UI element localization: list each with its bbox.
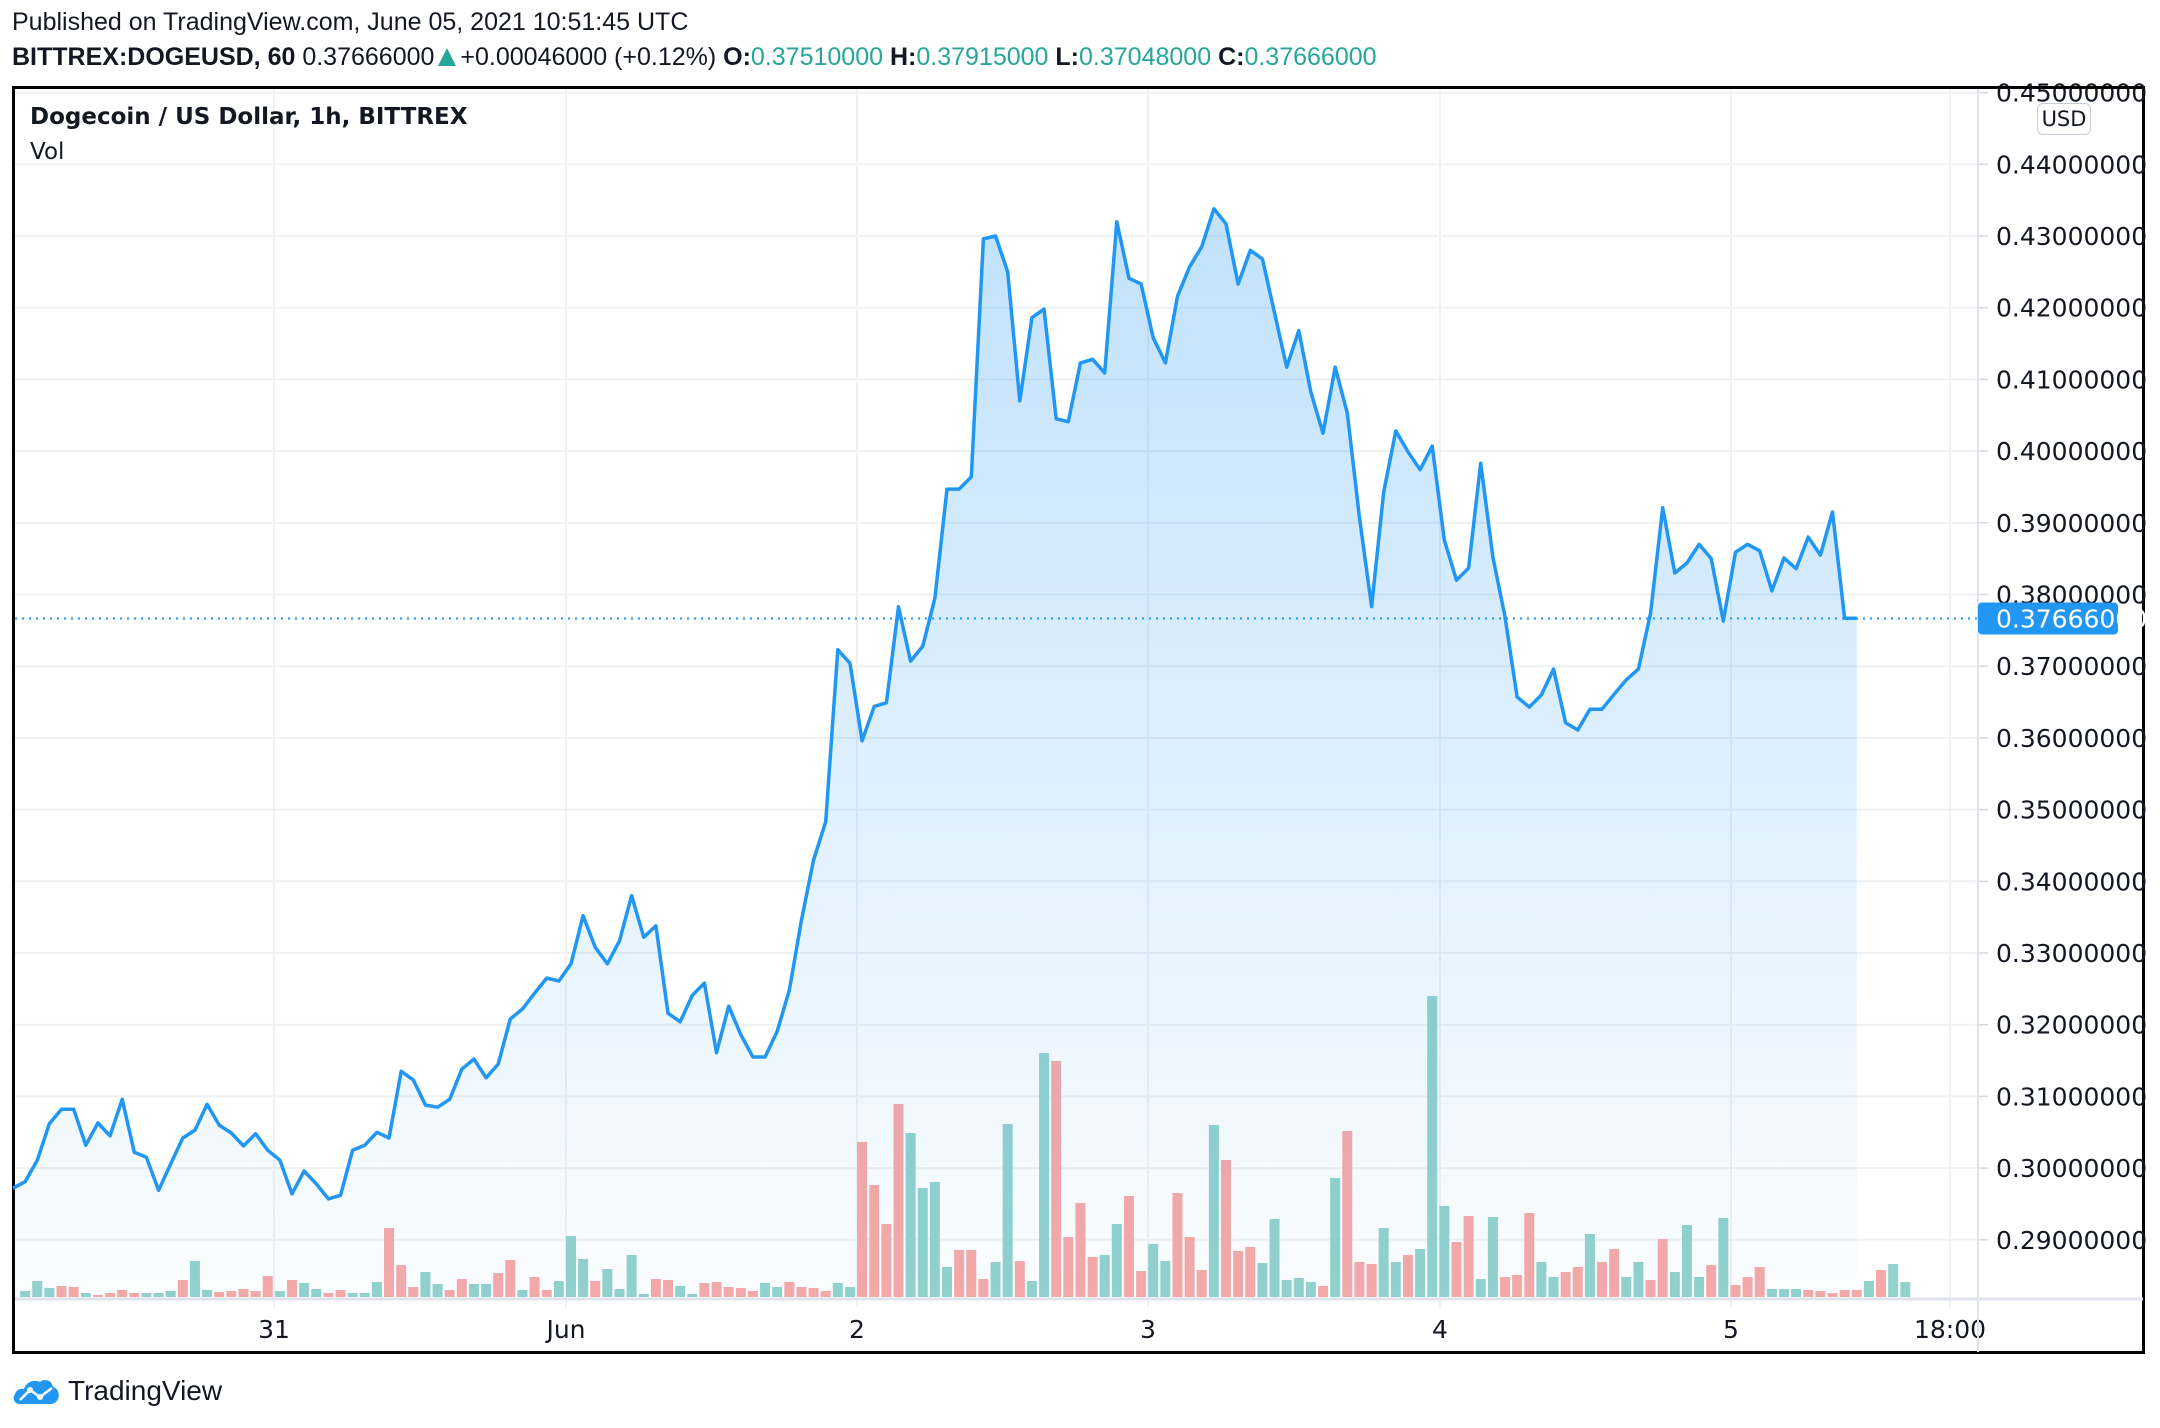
time-axis-label: 3 (1140, 1315, 1156, 1344)
price-area-fill (13, 208, 1857, 1297)
price-axis-label: 0.45000000 (1996, 79, 2147, 108)
price-axis-label: 0.37000000 (1996, 652, 2147, 681)
price-axis-label: 0.44000000 (1996, 150, 2147, 179)
price-line (12, 207, 1857, 1201)
close-label: C: (1218, 43, 1245, 71)
time-axis-label: 4 (1432, 1315, 1448, 1344)
volume-bar (1876, 1270, 1887, 1297)
price-axis-label: 0.39000000 (1996, 509, 2147, 538)
high-label: H: (889, 43, 917, 71)
price-axis-label: 0.34000000 (1996, 867, 2147, 896)
price-axis-label: 0.43000000 (1996, 222, 2147, 251)
low-label: L: (1055, 43, 1080, 71)
volume-bar (1888, 1264, 1899, 1297)
up-arrow-icon (438, 48, 457, 66)
price-axis-label: 0.40000000 (1996, 437, 2147, 466)
open-value: 0.37510000 (750, 43, 884, 71)
tradingview-logo[interactable]: TradingView (12, 1375, 222, 1407)
time-axis-label: Jun (544, 1315, 585, 1344)
time-axis-label: 5 (1723, 1315, 1739, 1344)
price-axis-label: 0.36000000 (1996, 724, 2147, 753)
brand-name: TradingView (68, 1375, 223, 1406)
volume-bar (1863, 1281, 1874, 1297)
open-label: O: (723, 43, 751, 71)
price-change: +0.00046000 (+0.12%) (460, 43, 717, 71)
cloud-logo-icon (13, 1379, 59, 1404)
close-value: 0.37666000 (1244, 43, 1377, 71)
price-axis-label: 0.30000000 (1996, 1154, 2147, 1183)
volume-bar (1900, 1282, 1911, 1297)
volume-legend: Vol (30, 139, 65, 165)
price-axis-label: 0.42000000 (1996, 294, 2147, 323)
price-axis-label: 0.33000000 (1996, 939, 2147, 968)
price-axis-label: 0.29000000 (1996, 1226, 2147, 1255)
time-axis-label: 2 (849, 1315, 865, 1344)
currency-button[interactable]: USD (2037, 103, 2091, 135)
symbol-info-bar: BITTREX:DOGEUSD, 60 0.37666000 +0.0004600… (12, 43, 1377, 72)
symbol-name: BITTREX:DOGEUSD, 60 (12, 43, 296, 71)
last-price-badge-text: 0.37666000 (1996, 604, 2147, 633)
high-value: 0.37915000 (916, 43, 1049, 71)
price-axis-label: 0.32000000 (1996, 1011, 2147, 1040)
price-axis-label: 0.35000000 (1996, 796, 2147, 825)
last-price-badge (1978, 602, 2118, 635)
time-axis-label: 31 (258, 1315, 290, 1344)
last-price: 0.37666000 (302, 43, 435, 71)
price-axis-label: 0.41000000 (1996, 365, 2147, 394)
chart-legend-title: Dogecoin / US Dollar, 1h, BITTREX (30, 104, 468, 130)
time-axis-label: 18:00 (1914, 1315, 1986, 1344)
low-value: 0.37048000 (1079, 43, 1212, 71)
price-axis-label: 0.31000000 (1996, 1082, 2147, 1111)
published-timestamp: Published on TradingView.com, June 05, 2… (12, 8, 689, 36)
